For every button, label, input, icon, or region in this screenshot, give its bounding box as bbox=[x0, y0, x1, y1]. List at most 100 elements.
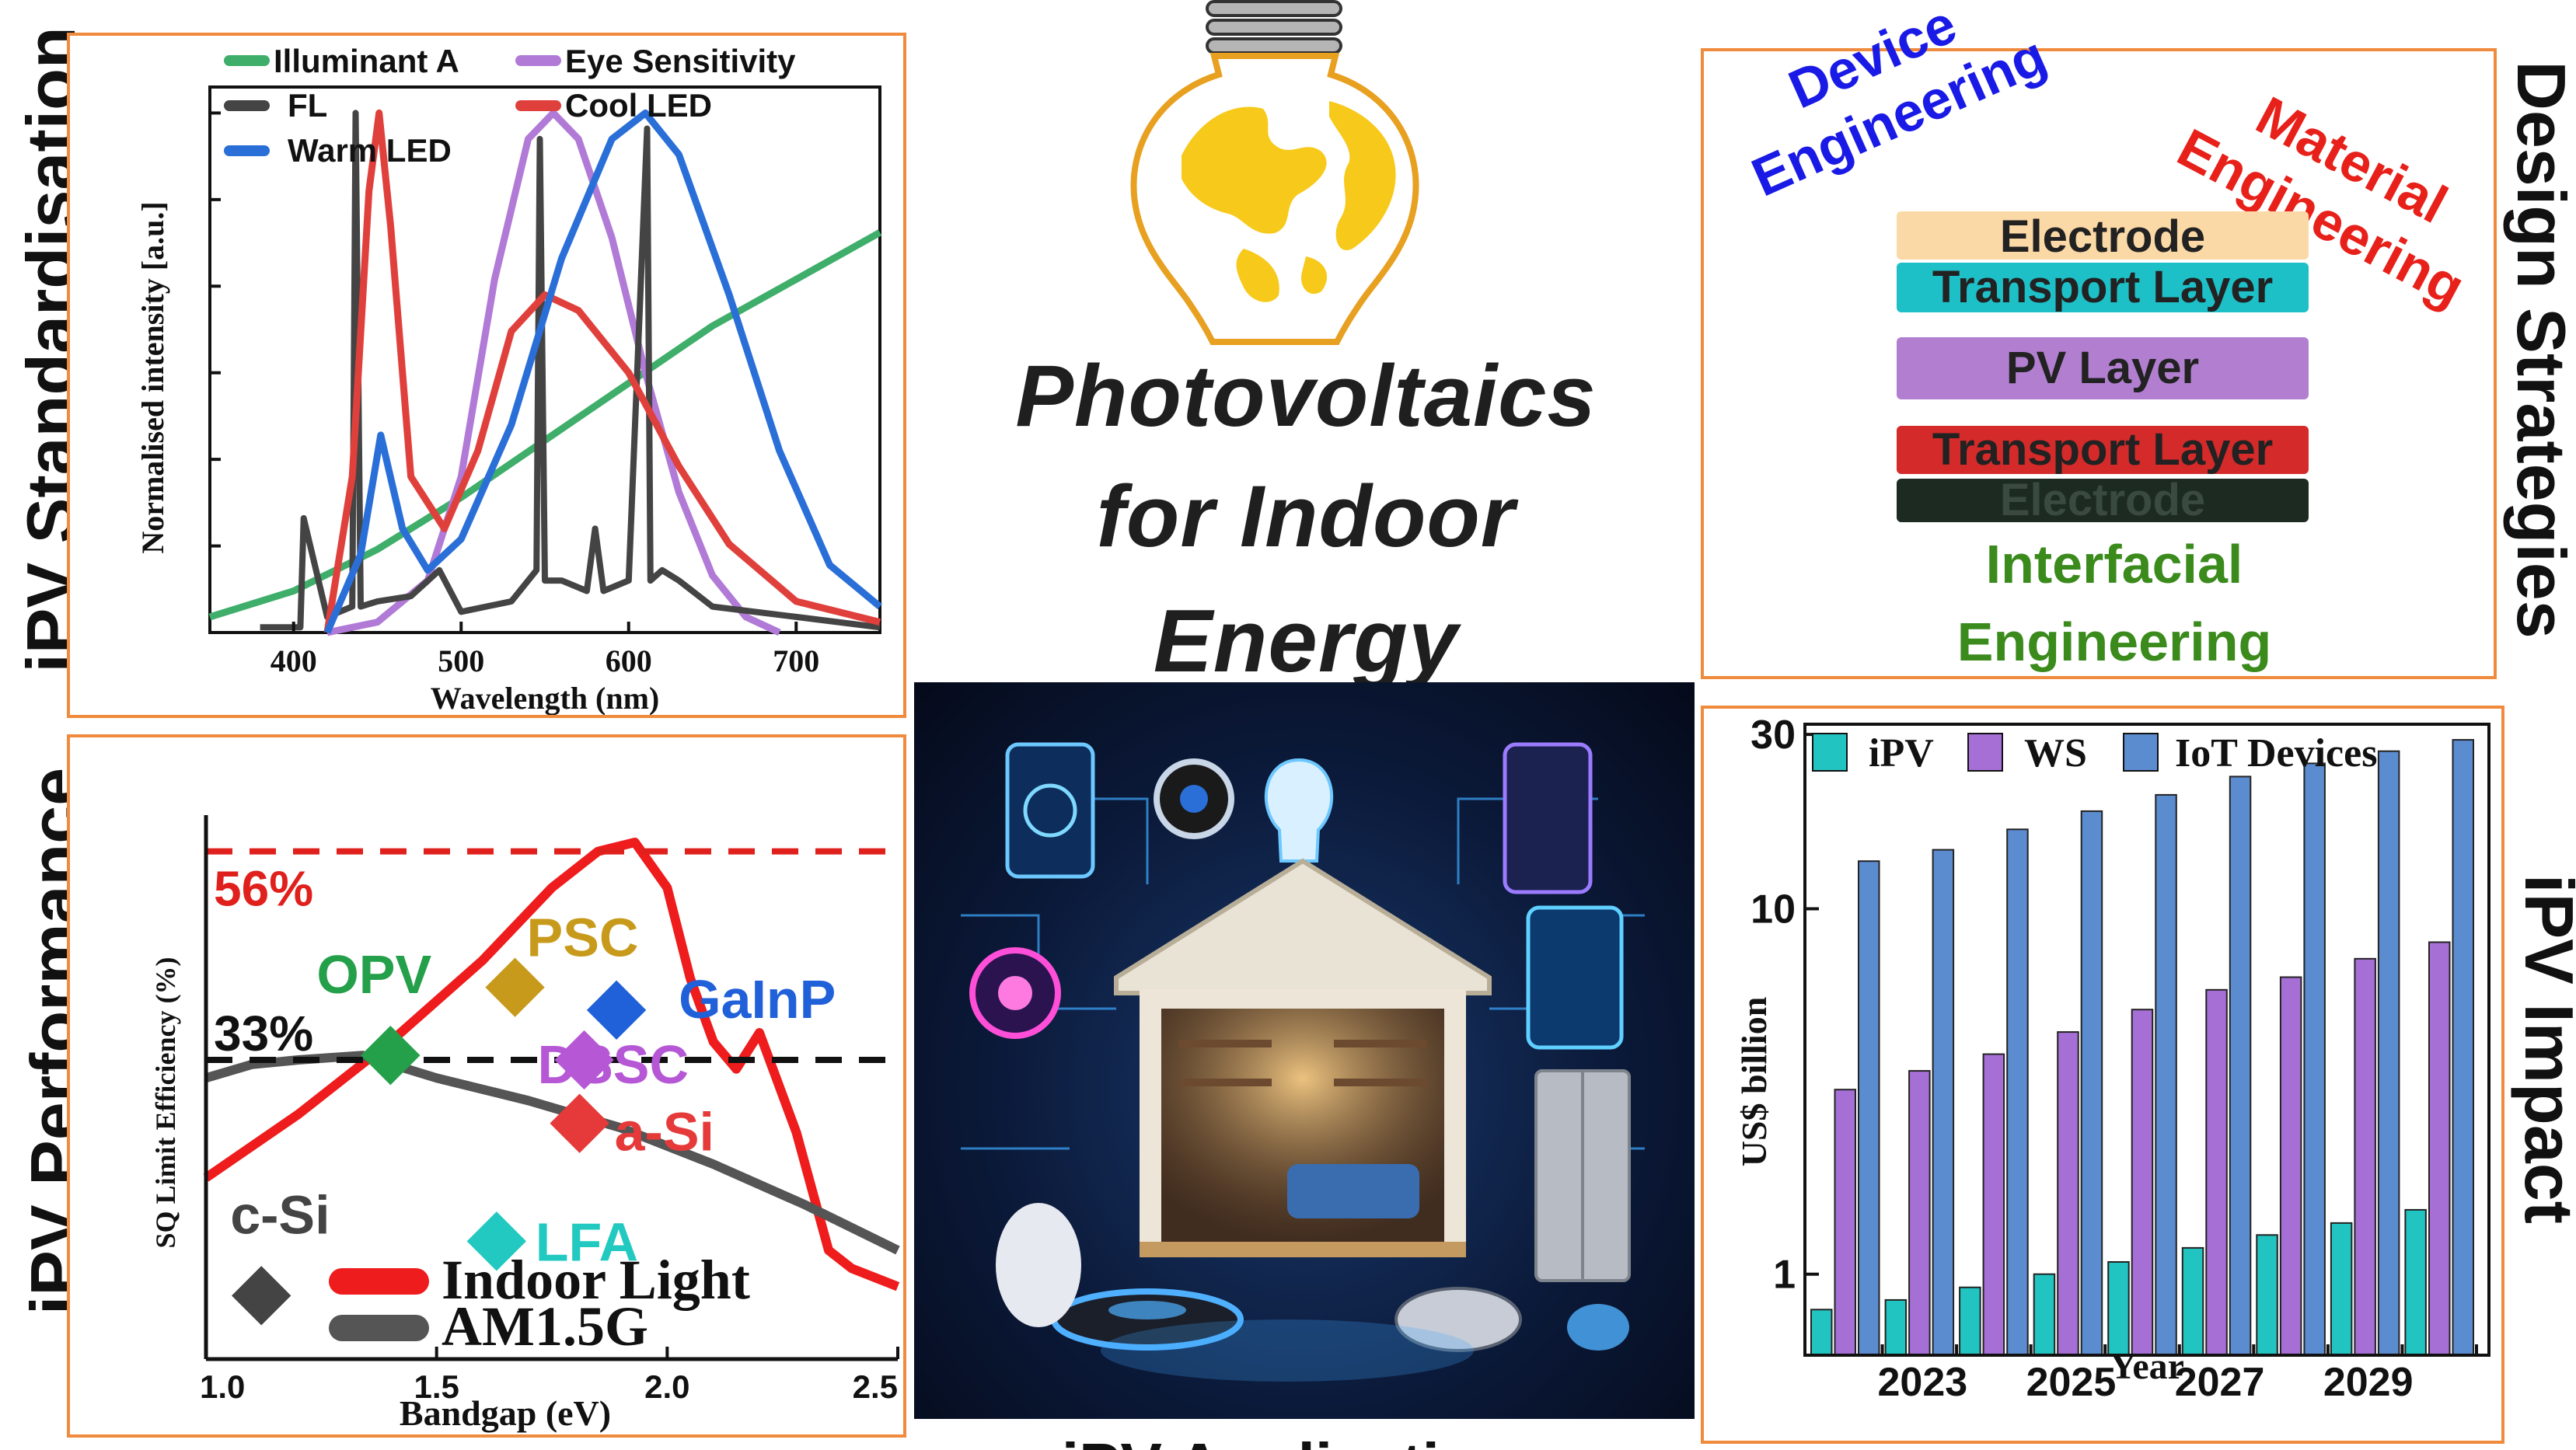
wall-panel-icon bbox=[1526, 905, 1624, 1050]
bar-ws-2028 bbox=[2279, 976, 2302, 1356]
layer-transport-top: Transport Layer bbox=[1897, 263, 2309, 312]
spectra-plot-frame bbox=[208, 85, 881, 634]
spectra-lines bbox=[208, 109, 882, 636]
spectra-line-cool-led bbox=[323, 109, 881, 633]
market-x-axis-label: Year bbox=[2110, 1346, 2184, 1387]
sq-point-label-c-si: c-Si bbox=[230, 1184, 330, 1245]
spectra-line-fl bbox=[260, 110, 881, 631]
market-plot-frame bbox=[1803, 723, 2490, 1357]
spectra-x-tick-label: 400 bbox=[271, 643, 317, 678]
spectra-legend: Illuminant A Eye Sensitivity FL Cool LED… bbox=[224, 43, 796, 169]
ipv-applications-illustration bbox=[914, 682, 1695, 1419]
tablet-icon bbox=[1005, 742, 1095, 879]
bar-iot-devices-2022 bbox=[1858, 860, 1880, 1356]
market-y-tick-label: 30 bbox=[1750, 713, 1796, 758]
interfacial-engineering-line2: Engineering bbox=[1956, 612, 2272, 672]
standardisation-panel: 400 500 600 700 Illuminant A Eye Sensitivit… bbox=[67, 33, 906, 718]
market-x-tick-label: 2027 bbox=[2175, 1360, 2265, 1405]
bar-ws-2026 bbox=[2131, 1009, 2154, 1356]
legend-label-ipv: iPV bbox=[1869, 731, 1934, 776]
spectra-y-axis-label: Normalised intensity [a.u.] bbox=[135, 201, 170, 553]
bar-ws-2022 bbox=[1834, 1089, 1856, 1356]
bar-ws-2024 bbox=[1982, 1053, 2005, 1356]
sq-point-label-opv: OPV bbox=[316, 944, 431, 1005]
sq-x-tick-label: 1.5 bbox=[414, 1368, 459, 1405]
market-y-axis-label: US$ billion bbox=[1734, 997, 1774, 1167]
bar-iot-devices-2027 bbox=[2229, 776, 2252, 1356]
smart-speaker-icon bbox=[996, 1203, 1081, 1327]
performance-panel: 56% 33% c-Si OPV PSC DSSC GaInP a-Si LFA 1.0 1.5… bbox=[67, 734, 906, 1438]
spectra-line-warm-led bbox=[323, 109, 882, 634]
sq-x-axis-label: Bandgap (eV) bbox=[400, 1393, 611, 1433]
center-title-line2: for Indoor bbox=[1096, 468, 1516, 565]
bar-ws-2025 bbox=[2057, 1031, 2079, 1356]
spectra-x-tick-label: 500 bbox=[438, 643, 484, 678]
sq-x-ticks: 1.0 1.5 2.0 2.5 bbox=[200, 1347, 899, 1405]
spectra-y-ticks bbox=[210, 111, 221, 548]
sq-point-c-si bbox=[232, 1266, 291, 1326]
lightbulb-globe-icon bbox=[1130, 0, 1419, 345]
bar-ipv-2028 bbox=[2256, 1234, 2278, 1356]
layer-electrode-bottom: Electrode bbox=[1897, 479, 2309, 522]
market-bar-chart: 1 10 30 2023 2025 2027 2029 iPV WS IoT Device… bbox=[1734, 713, 2490, 1405]
sq-reference-label: 56% bbox=[214, 861, 313, 917]
sq-point-psc bbox=[485, 957, 545, 1017]
bar-iot-devices-2030 bbox=[2452, 739, 2474, 1357]
sofa bbox=[1287, 1164, 1419, 1218]
smart-home-scene bbox=[961, 742, 1645, 1382]
legend-label-iot: IoT Devices bbox=[2175, 731, 2377, 776]
legend-swatch-ipv bbox=[1812, 733, 1848, 772]
market-x-ticks: 2023 2025 2027 2029 bbox=[1877, 1344, 2478, 1405]
legend-swatch-ws bbox=[1967, 733, 2003, 772]
sq-point-label-gainp: GaInP bbox=[679, 969, 836, 1030]
sq-reference-lines: 56% 33% bbox=[206, 848, 898, 1063]
bar-ipv-2022 bbox=[1810, 1309, 1833, 1356]
sq-x-tick-label: 2.0 bbox=[644, 1368, 689, 1405]
sq-line-indoor-light bbox=[203, 838, 900, 1291]
bar-ws-2030 bbox=[2428, 941, 2451, 1356]
legend-label-indoor-light: Indoor Light bbox=[442, 1249, 750, 1311]
impact-panel: 1 10 30 2023 2025 2027 2029 iPV WS IoT Device… bbox=[1701, 706, 2504, 1444]
legend-swatch-iot bbox=[2123, 733, 2159, 772]
market-y-ticks: 1 10 30 bbox=[1750, 713, 1819, 1298]
spectra-x-tick-label: 600 bbox=[606, 643, 652, 678]
spectra-chart: 400 500 600 700 Illuminant A Eye Sensitivit… bbox=[135, 43, 882, 715]
sq-point-label-dssc: DSSC bbox=[538, 1034, 689, 1095]
market-bars bbox=[1810, 739, 2474, 1357]
spectra-x-axis-label: Wavelength (nm) bbox=[431, 681, 659, 715]
bar-iot-devices-2028 bbox=[2303, 762, 2326, 1356]
phone-icon bbox=[1503, 742, 1593, 894]
sq-point-a-si bbox=[550, 1093, 609, 1153]
bar-ipv-2025 bbox=[2033, 1273, 2056, 1357]
legend-label-warm-led: Warm LED bbox=[288, 132, 452, 169]
sq-x-tick-label: 1.0 bbox=[200, 1368, 245, 1405]
sq-point-label-lfa: LFA bbox=[536, 1211, 638, 1272]
sq-y-axis-label: SQ Limit Efficiency (%) bbox=[150, 957, 181, 1249]
house-roof bbox=[1114, 858, 1492, 995]
spectra-x-tick-label: 700 bbox=[773, 643, 819, 678]
market-x-tick-label: 2029 bbox=[2323, 1360, 2414, 1405]
layer-transport-bottom: Transport Layer bbox=[1897, 426, 2309, 474]
bar-ws-2023 bbox=[1908, 1070, 1931, 1356]
legend-label-illuminant-a: Illuminant A bbox=[274, 43, 459, 79]
sq-point-dssc bbox=[554, 1030, 614, 1090]
interfacial-engineering-line1: Interfacial bbox=[1985, 534, 2243, 594]
bar-ipv-2027 bbox=[2181, 1246, 2204, 1357]
market-y-tick-label: 1 bbox=[1773, 1253, 1796, 1298]
bar-ws-2027 bbox=[2205, 988, 2228, 1356]
legend-label-fl: FL bbox=[288, 87, 327, 124]
bar-ipv-2029 bbox=[2330, 1222, 2353, 1357]
bulb-device-icon bbox=[1264, 758, 1334, 863]
bar-iot-devices-2024 bbox=[2006, 828, 2029, 1357]
sq-point-opv bbox=[361, 1025, 421, 1086]
bar-iot-devices-2029 bbox=[2377, 750, 2400, 1356]
bar-iot-devices-2023 bbox=[1932, 849, 1955, 1357]
side-label-ipv-impact: iPV Impact bbox=[2511, 874, 2576, 1224]
market-x-tick-label: 2025 bbox=[2026, 1360, 2117, 1405]
legend-label-ws: WS bbox=[2024, 731, 2087, 776]
ipv-applications-caption: iPV Applications bbox=[917, 1419, 1695, 1450]
layer-electrode-top: Electrode bbox=[1897, 211, 2309, 262]
bar-ipv-2026 bbox=[2107, 1261, 2130, 1356]
